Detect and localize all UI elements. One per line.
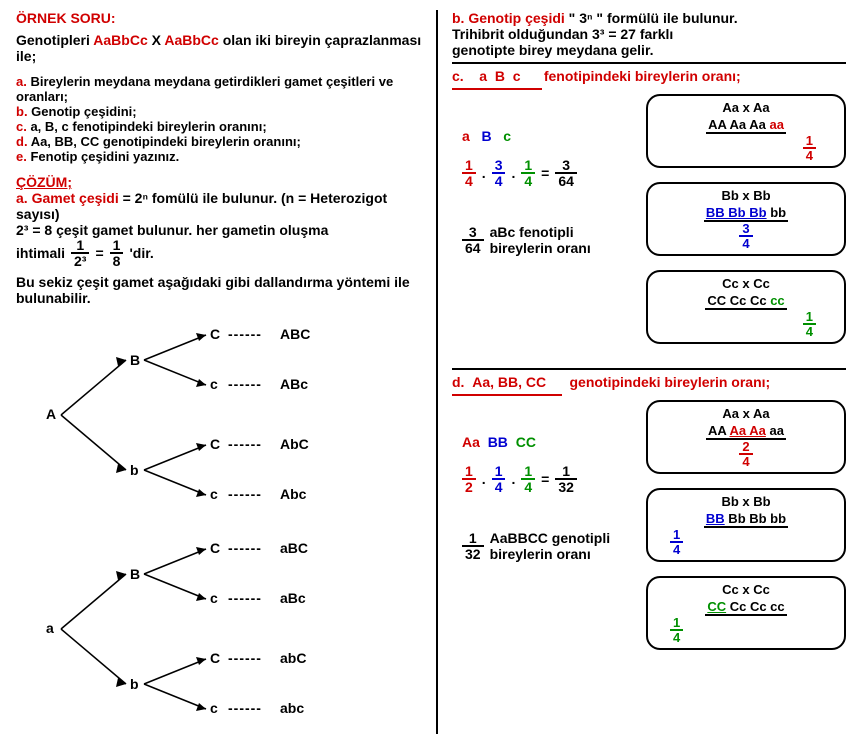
punnet-Aa: Aa x Aa AA Aa Aa aa 14 <box>646 94 846 168</box>
punnet-Bb: Bb x Bb BB Bb Bb bb 34 <box>646 182 846 256</box>
punnet-Cc: Cc x Cc CC Cc Cc cc 14 <box>646 270 846 344</box>
tree-diagram-a: a B b C c C c ------aBC ------aBc ------… <box>16 524 396 734</box>
section-c-header: c. a B c fenotipindeki bireylerin oranı; <box>452 68 846 84</box>
solution-a: a. Gamet çeşidi = 2ⁿ fomülü ile bulunur.… <box>16 190 426 222</box>
heading: ÖRNEK SORU: <box>16 10 426 26</box>
right-column: b. Genotip çeşidi " 3ⁿ " formülü ile bul… <box>436 10 846 734</box>
branch-desc: Bu sekiz çeşit gamet aşağıdaki gibi dall… <box>16 274 426 306</box>
punnet-d-Cc: Cc x Cc CC Cc Cc cc 14 <box>646 576 846 650</box>
section-d-body: Aa BB CC 12. 14. 14= 132 132 AaBBCC geno… <box>452 400 846 670</box>
punnet-d-Aa: Aa x Aa AA Aa Aa aa 24 <box>646 400 846 474</box>
section-d-header: d. Aa, BB, CC genotipindeki bireylerin o… <box>452 374 846 390</box>
solution-heading: ÇÖZÜM; <box>16 174 426 190</box>
questions: a. Bireylerin meydana meydana getirdikle… <box>16 74 426 164</box>
left-column: ÖRNEK SORU: Genotipleri AaBbCc X AaBbCc … <box>16 10 436 734</box>
prob-line: ihtimali 12³ = 18 'dir. <box>16 238 426 268</box>
tree-diagram-A: A B b C c C c ------ABC ------ABc ------… <box>16 310 396 520</box>
intro: Genotipleri AaBbCc X AaBbCc olan iki bir… <box>16 32 426 64</box>
punnet-d-Bb: Bb x Bb BB Bb Bb bb 14 <box>646 488 846 562</box>
section-c-body: a B c 14. 34. 14= 364 364 aBc fenotiplib… <box>452 94 846 364</box>
